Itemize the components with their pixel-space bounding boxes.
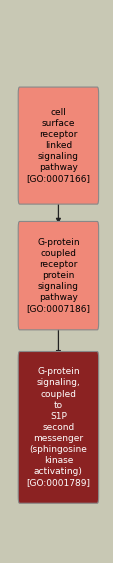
FancyBboxPatch shape (18, 87, 98, 204)
FancyBboxPatch shape (18, 221, 98, 330)
Text: G-protein
coupled
receptor
protein
signaling
pathway
[GO:0007186]: G-protein coupled receptor protein signa… (26, 238, 90, 314)
FancyBboxPatch shape (18, 351, 98, 503)
Text: G-protein
signaling,
coupled
to
S1P
second
messenger
(sphingosine
kinase
activat: G-protein signaling, coupled to S1P seco… (26, 368, 90, 488)
Text: cell
surface
receptor
linked
signaling
pathway
[GO:0007166]: cell surface receptor linked signaling p… (26, 108, 90, 184)
